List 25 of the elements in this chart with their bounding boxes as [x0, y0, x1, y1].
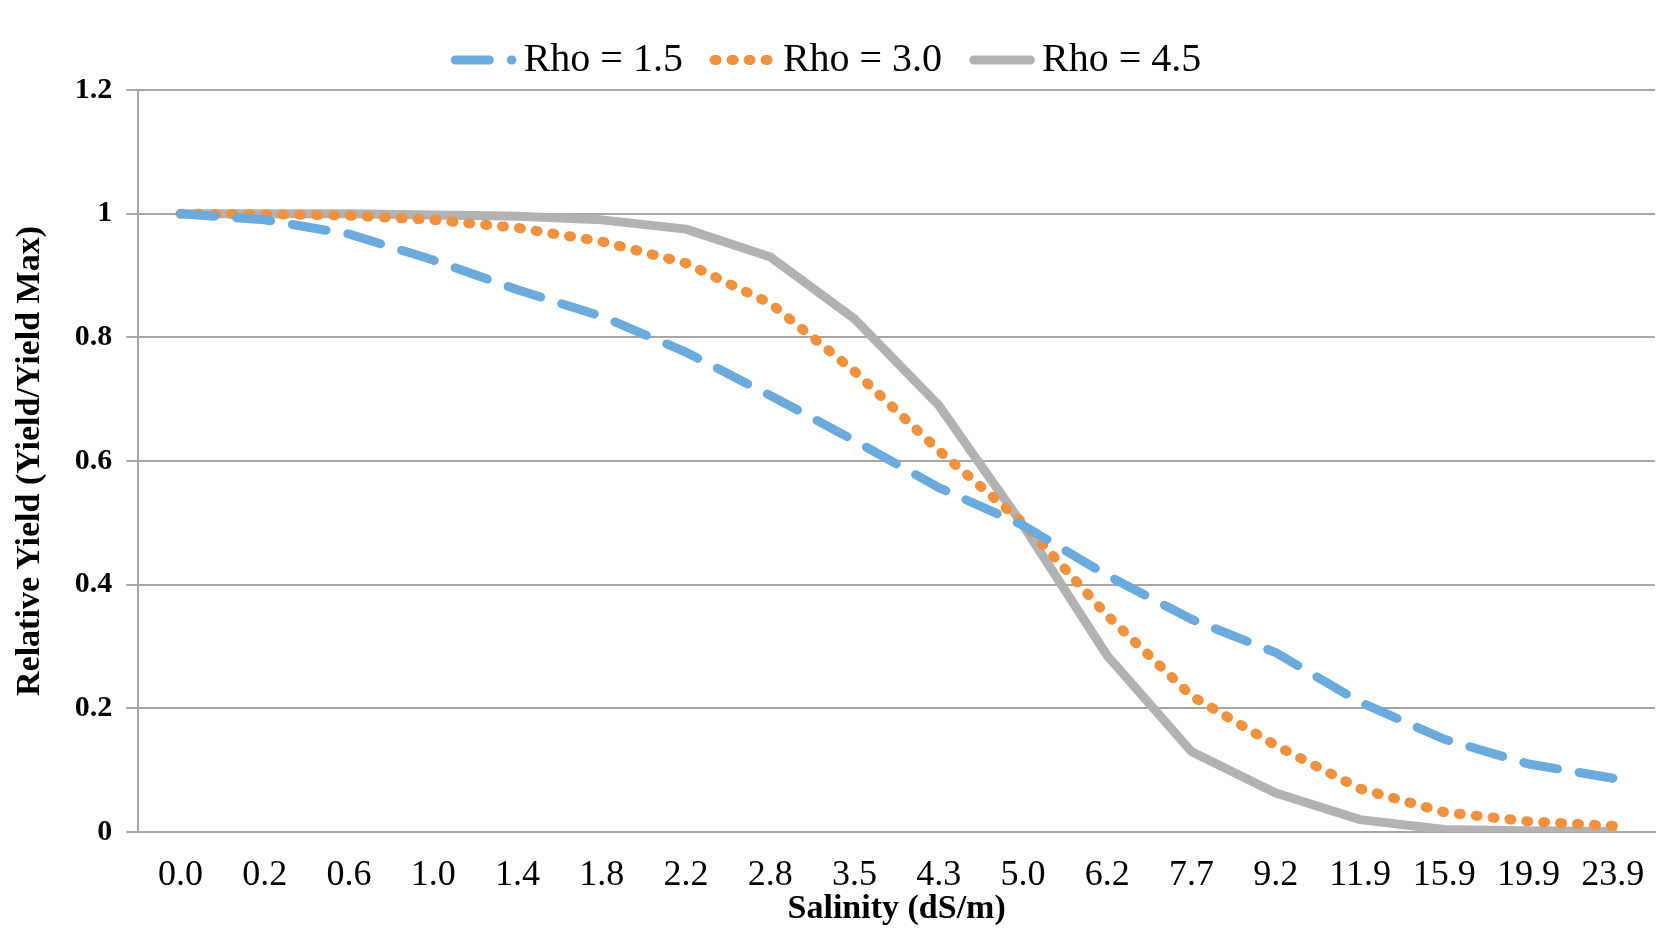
x-tick-label: 1.4	[494, 853, 540, 894]
y-axis-title: Relative Yield (Yield/Yield Max)	[9, 226, 48, 696]
y-tick-label: 0	[97, 812, 113, 846]
y-tick-label: 0.2	[74, 689, 113, 723]
x-tick-label: 1.8	[579, 853, 625, 894]
x-tick-label: 0.0	[157, 853, 203, 894]
x-tick-label: 6.2	[1084, 853, 1130, 894]
legend-label: Rho = 1.5	[523, 34, 683, 80]
x-tick-label: 1.0	[410, 853, 456, 894]
y-tick-label: 0.8	[74, 318, 113, 352]
x-tick-label: 0.2	[242, 853, 288, 894]
x-tick-label: 23.9	[1581, 853, 1645, 894]
legend-label: Rho = 4.5	[1042, 34, 1202, 80]
y-tick-label: 1	[97, 194, 113, 228]
legend-label: Rho = 3.0	[782, 34, 943, 80]
x-tick-label: 7.7	[1169, 853, 1215, 894]
y-tick-label: 0.4	[74, 565, 113, 599]
x-tick-label: 11.9	[1329, 853, 1391, 894]
y-tick-label: 0.6	[74, 441, 113, 475]
x-tick-label: 19.9	[1497, 853, 1561, 894]
x-tick-label: 15.9	[1412, 853, 1476, 894]
x-tick-label: 2.2	[663, 853, 709, 894]
y-tick-label: 1.2	[74, 70, 113, 104]
x-tick-label: 9.2	[1253, 853, 1299, 894]
x-tick-label: 0.6	[326, 853, 372, 894]
